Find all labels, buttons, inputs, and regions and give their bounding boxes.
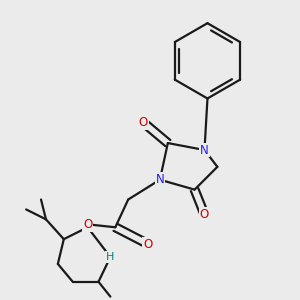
Text: O: O <box>143 238 153 250</box>
Text: H: H <box>106 252 115 262</box>
Text: O: O <box>83 218 92 231</box>
Text: N: N <box>200 143 209 157</box>
Text: O: O <box>138 116 148 129</box>
Text: O: O <box>200 208 209 221</box>
Text: N: N <box>155 173 164 186</box>
